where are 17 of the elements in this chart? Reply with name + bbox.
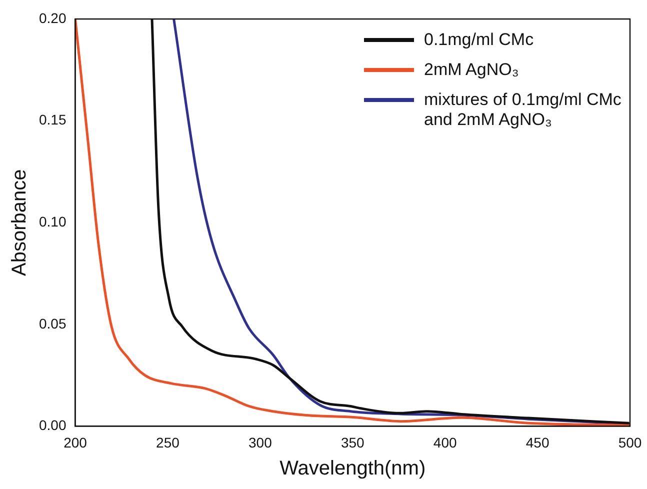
y-tick-label: 0.15 [39, 112, 66, 128]
x-tick-label: 250 [156, 434, 180, 450]
legend-label: mixtures of 0.1mg/ml CMc and 2mM AgNO₃ [424, 90, 622, 130]
y-tick-label: 0.05 [39, 315, 66, 332]
y-tick-label: 0.10 [39, 213, 66, 230]
y-axis-title: Absorbance [8, 169, 31, 276]
legend-label: 2mM AgNO₃ [424, 60, 520, 80]
x-tick-label: 350 [340, 434, 365, 450]
x-tick-label: 200 [64, 434, 88, 450]
y-tick-label: 0.20 [39, 10, 66, 26]
x-tick-label: 300 [248, 434, 272, 450]
x-tick-label: 500 [618, 434, 642, 450]
x-tick-label: 450 [526, 434, 550, 450]
y-tick-label: 0.00 [39, 417, 66, 434]
legend-label: 0.1mg/ml CMc [424, 30, 535, 50]
x-axis-title: Wavelength(nm) [280, 458, 426, 480]
x-tick-label: 400 [433, 434, 457, 450]
